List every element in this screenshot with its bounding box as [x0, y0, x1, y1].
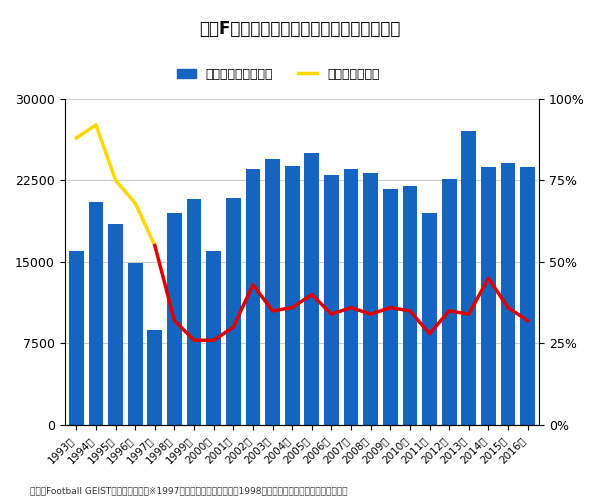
- Bar: [245, 170, 260, 425]
- Bar: [324, 175, 339, 425]
- Bar: [422, 213, 437, 425]
- Bar: [481, 168, 496, 425]
- Bar: [520, 168, 535, 425]
- Bar: [148, 330, 162, 425]
- Text: 横浜F・マリノスの平均観客数と集客率変遷: 横浜F・マリノスの平均観客数と集客率変遷: [199, 20, 401, 38]
- Bar: [265, 158, 280, 425]
- Bar: [442, 180, 457, 425]
- Bar: [128, 263, 143, 425]
- Bar: [304, 153, 319, 425]
- Bar: [226, 198, 241, 425]
- Bar: [344, 170, 358, 425]
- Bar: [364, 172, 378, 425]
- Bar: [69, 251, 84, 425]
- Legend: 平均観客数（左軸）, 集客率（右軸）: 平均観客数（左軸）, 集客率（右軸）: [172, 62, 385, 86]
- Bar: [500, 163, 515, 425]
- Bar: [89, 202, 103, 425]
- Bar: [206, 251, 221, 425]
- Bar: [403, 186, 417, 425]
- Bar: [285, 166, 299, 425]
- Bar: [167, 213, 182, 425]
- Text: 出所）Football GEISTをもとに作成　※1997年までは三ツ沢競技場、1998年以降は日産スタジアムを主に使用: 出所）Football GEISTをもとに作成 ※1997年までは三ツ沢競技場、…: [30, 486, 347, 495]
- Bar: [108, 224, 123, 425]
- Bar: [187, 199, 202, 425]
- Bar: [383, 189, 398, 425]
- Bar: [461, 132, 476, 425]
